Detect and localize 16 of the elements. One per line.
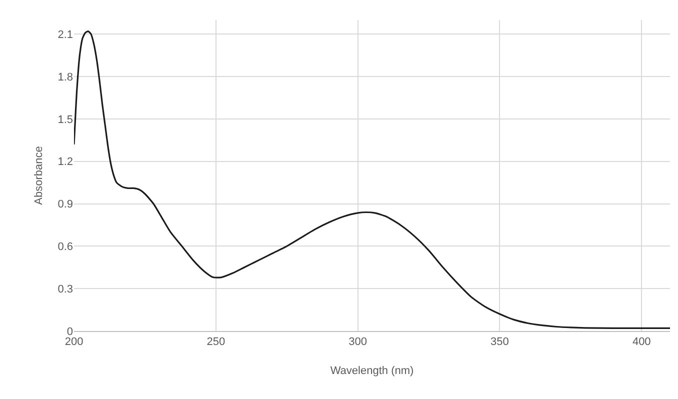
x-tick-label: 200 — [64, 336, 84, 348]
y-tick-label: 1.5 — [58, 114, 73, 126]
y-tick-label: 1.2 — [58, 156, 73, 168]
y-tick-label: 0.9 — [58, 198, 73, 211]
x-axis-title: Wavelength (nm) — [330, 365, 414, 377]
y-tick-label: 0.3 — [58, 283, 73, 296]
x-tick-label: 400 — [632, 336, 651, 348]
x-tick-label: 300 — [348, 336, 367, 348]
x-tick-label: 250 — [206, 336, 226, 348]
y-tick-label: 1.8 — [58, 71, 73, 84]
x-tick-label: 350 — [490, 336, 509, 348]
y-tick-label: 2.1 — [58, 28, 73, 41]
y-tick-label: 0 — [66, 326, 73, 338]
line-series — [74, 30, 670, 329]
y-tick-label: 0.6 — [58, 241, 73, 254]
y-axis-title: Absorbance — [33, 146, 45, 205]
